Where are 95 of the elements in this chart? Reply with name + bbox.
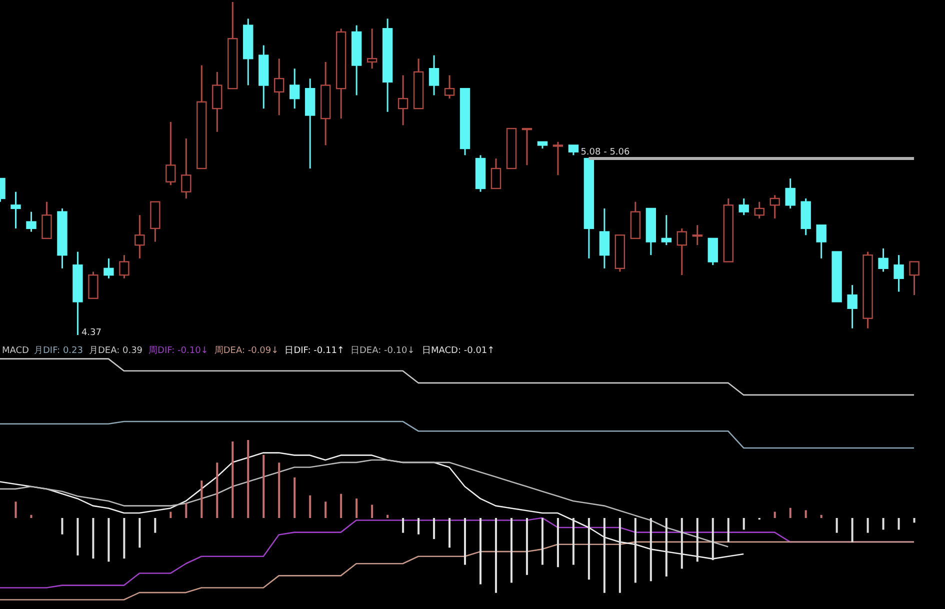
bar	[789, 508, 792, 518]
bar	[402, 518, 404, 533]
candlestick	[26, 211, 36, 233]
chart-title: MACD	[2, 346, 29, 356]
candlestick	[72, 251, 83, 335]
text: 周DIF: -0.10↓	[148, 346, 208, 356]
bar	[526, 518, 528, 575]
candlestick	[475, 154, 486, 193]
bar	[680, 518, 683, 569]
candlestick	[290, 68, 300, 110]
bar	[92, 518, 94, 559]
candlestick	[382, 18, 393, 113]
bar	[433, 518, 436, 540]
candlestick	[258, 44, 269, 110]
candlestick	[243, 18, 254, 86]
candlestick	[351, 24, 362, 96]
bar	[618, 518, 621, 593]
text: 日MACD: -0.01↑	[422, 346, 495, 356]
bar	[448, 518, 451, 548]
bar	[882, 518, 884, 530]
bar	[556, 518, 559, 568]
bar	[278, 462, 280, 518]
annotation: 4.37	[81, 328, 102, 338]
bar	[61, 518, 64, 534]
text: 周DEA: -0.09↓	[214, 346, 279, 356]
bar	[232, 442, 234, 518]
bar	[138, 518, 141, 548]
bar	[371, 504, 374, 518]
bar	[108, 518, 110, 562]
bar	[356, 498, 358, 518]
bar	[820, 514, 822, 518]
series-label: 月DEA: 0.39	[88, 346, 143, 356]
bar	[634, 518, 636, 583]
bar	[340, 494, 342, 518]
candlestick	[320, 61, 331, 146]
bar	[262, 454, 265, 518]
bar	[541, 518, 544, 565]
candlestick	[212, 71, 222, 133]
candlestick	[894, 254, 904, 292]
text: 月DIF: 0.23	[34, 346, 83, 356]
bar	[216, 462, 218, 518]
bar	[727, 518, 730, 542]
bar	[30, 514, 32, 518]
candlestick	[692, 224, 702, 246]
text: 日DIF: -0.11↑	[284, 346, 344, 356]
bar	[742, 518, 745, 530]
bar	[154, 518, 156, 533]
candlestick	[181, 138, 192, 200]
bar	[200, 480, 203, 518]
bar	[294, 477, 296, 518]
bar	[510, 518, 512, 583]
candlestick	[119, 254, 130, 280]
text: 日DEA: -0.10↓	[350, 346, 415, 356]
bar	[650, 518, 652, 582]
candlestick	[754, 201, 764, 220]
bar	[324, 502, 327, 518]
candlestick	[104, 258, 114, 280]
bar	[851, 518, 854, 542]
bar	[480, 518, 482, 584]
bar	[386, 514, 389, 518]
candlestick	[366, 28, 378, 70]
candlestick	[847, 284, 858, 330]
bar	[665, 518, 668, 576]
bar	[603, 518, 606, 593]
bar	[309, 495, 312, 518]
bar	[913, 518, 916, 523]
bar	[866, 518, 869, 533]
candlestick	[785, 178, 796, 210]
candlestick	[770, 194, 780, 220]
bar	[588, 518, 590, 580]
bar	[123, 518, 126, 559]
bar	[836, 518, 838, 533]
bar	[804, 510, 807, 518]
bar	[494, 518, 497, 593]
bar	[418, 518, 420, 534]
annotation: 5.08 - 5.06	[580, 148, 630, 158]
candlestick	[599, 208, 610, 270]
candlestick	[10, 191, 21, 230]
candlestick	[336, 28, 346, 120]
candlestick	[274, 58, 284, 116]
bar	[696, 518, 698, 562]
bar	[170, 512, 172, 518]
bar	[76, 518, 79, 556]
candlestick	[134, 214, 145, 260]
candlestick	[428, 54, 440, 96]
bar	[464, 518, 466, 565]
bar	[185, 503, 188, 518]
candlestick	[304, 78, 316, 170]
bar	[712, 518, 714, 560]
bar	[572, 518, 574, 565]
candlestick	[398, 74, 408, 126]
bar	[898, 518, 900, 530]
bar	[247, 440, 250, 518]
bar	[774, 512, 776, 518]
bar	[14, 502, 17, 518]
